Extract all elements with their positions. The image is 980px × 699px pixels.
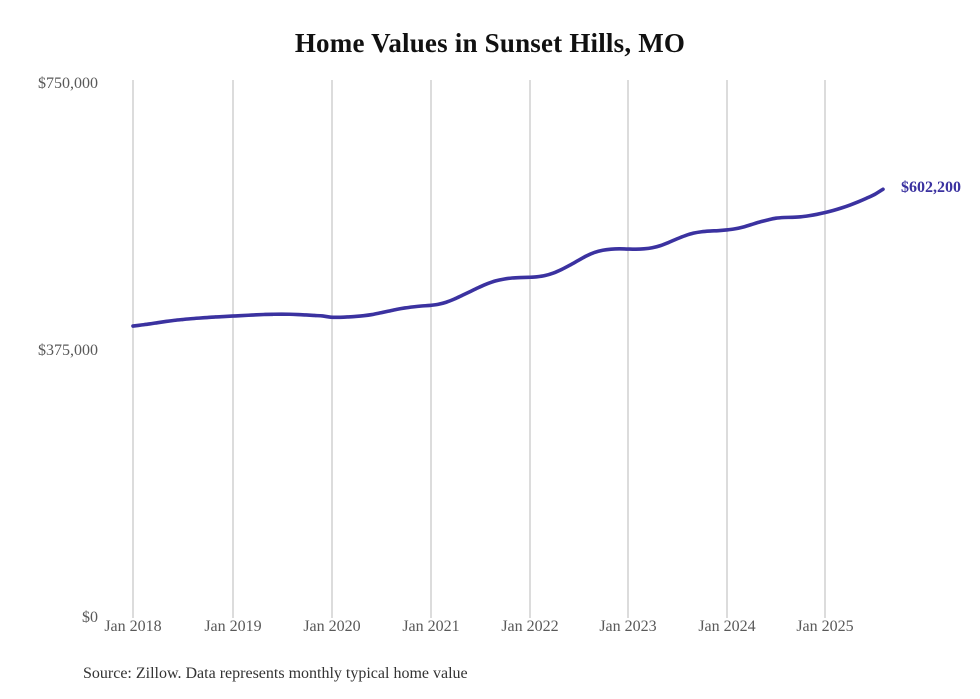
vertical-gridlines: [132, 80, 826, 618]
x-tick-label-5: Jan 2023: [599, 618, 657, 635]
y-tick-label-2: $0: [82, 609, 98, 626]
y-tick-label-1: $375,000: [38, 342, 98, 359]
x-tick-label-1: Jan 2019: [204, 618, 262, 635]
home-value-line: [131, 187, 885, 328]
x-tick-label-2: Jan 2020: [303, 618, 361, 635]
chart-title: Home Values in Sunset Hills, MO: [294, 28, 686, 58]
end-value-label: $602,200: [900, 179, 961, 197]
x-tick-label-0: Jan 2018: [104, 618, 162, 635]
x-tick-label-4: Jan 2022: [501, 618, 559, 635]
x-tick-label-7: Jan 2025: [796, 618, 854, 635]
x-tick-label-3: Jan 2021: [402, 618, 460, 635]
x-tick-label-6: Jan 2024: [698, 618, 756, 635]
y-tick-label-0: $750,000: [38, 75, 98, 92]
source-note: Source: Zillow. Data represents monthly …: [83, 665, 468, 682]
